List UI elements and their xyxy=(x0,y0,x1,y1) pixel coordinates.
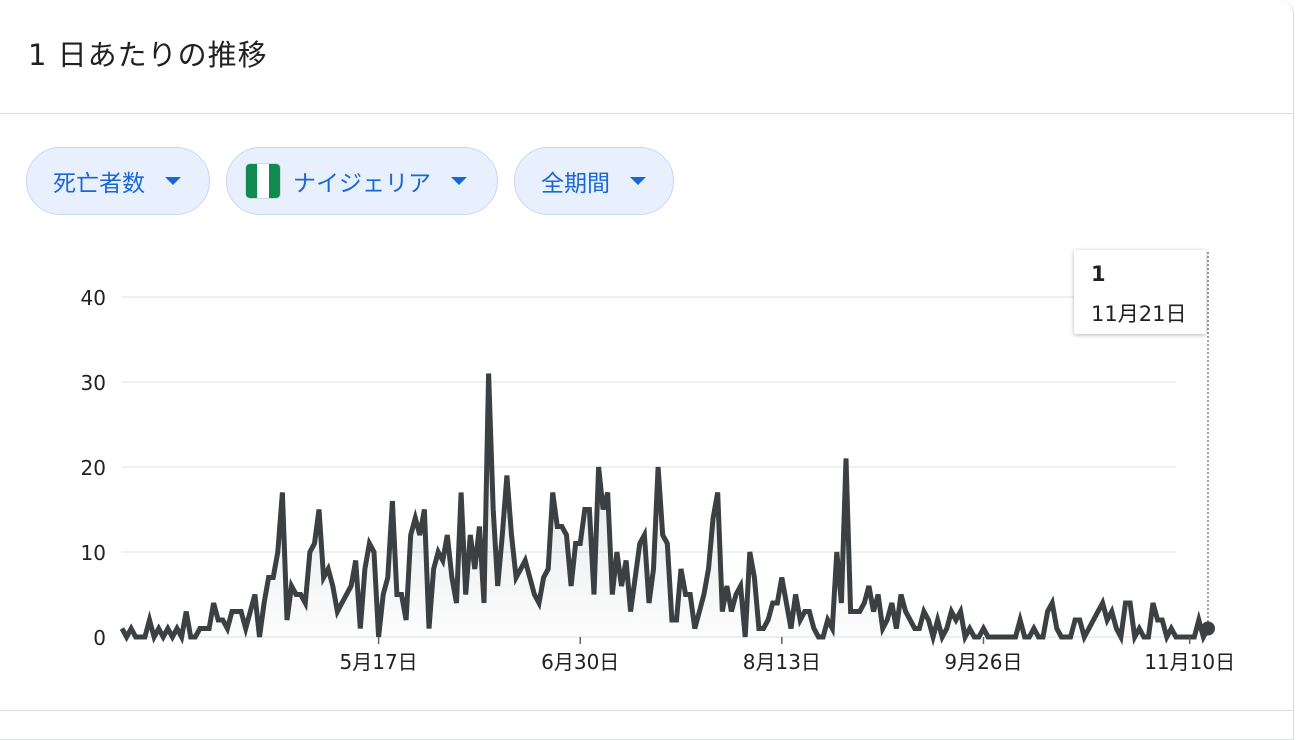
y-tick-label: 30 xyxy=(81,371,106,395)
chart-tooltip: 1 11月21日 xyxy=(1074,250,1206,334)
y-tick-label: 10 xyxy=(81,541,106,565)
tooltip-value: 1 xyxy=(1091,262,1106,286)
card-footer-divider xyxy=(0,710,1294,711)
period-dropdown[interactable]: 全期間 xyxy=(514,147,674,215)
dropdown-caret-icon xyxy=(165,177,181,185)
card-title: 1 日あたりの推移 xyxy=(28,38,268,72)
dropdown-caret-icon xyxy=(630,177,646,185)
y-tick-label: 20 xyxy=(81,456,106,480)
x-tick-label: 11月10日 xyxy=(1144,650,1235,674)
metric-dropdown-label: 死亡者数 xyxy=(53,171,145,197)
metric-dropdown[interactable]: 死亡者数 xyxy=(26,147,210,215)
country-dropdown[interactable]: ナイジェリア xyxy=(226,147,498,215)
x-tick-label: 5月17日 xyxy=(340,650,418,674)
nigeria-flag-icon xyxy=(245,163,281,199)
daily-deaths-chart[interactable]: 0 10 20 30 40 5月17日 6月30日 8月13日 9月26日 11月10日 xyxy=(0,240,1296,680)
x-tick-label: 8月13日 xyxy=(743,650,821,674)
x-tick-label: 6月30日 xyxy=(541,650,619,674)
country-dropdown-label: ナイジェリア xyxy=(293,171,431,197)
y-tick-label: 40 xyxy=(81,286,106,310)
x-tick-label: 9月26日 xyxy=(944,650,1022,674)
hover-point xyxy=(1201,621,1215,636)
tooltip-date: 11月21日 xyxy=(1091,302,1187,326)
y-tick-label: 0 xyxy=(93,626,106,650)
series-line xyxy=(119,373,1211,647)
card-header: 1 日あたりの推移 xyxy=(0,0,1294,114)
dropdown-caret-icon xyxy=(451,177,467,185)
period-dropdown-label: 全期間 xyxy=(541,171,610,197)
